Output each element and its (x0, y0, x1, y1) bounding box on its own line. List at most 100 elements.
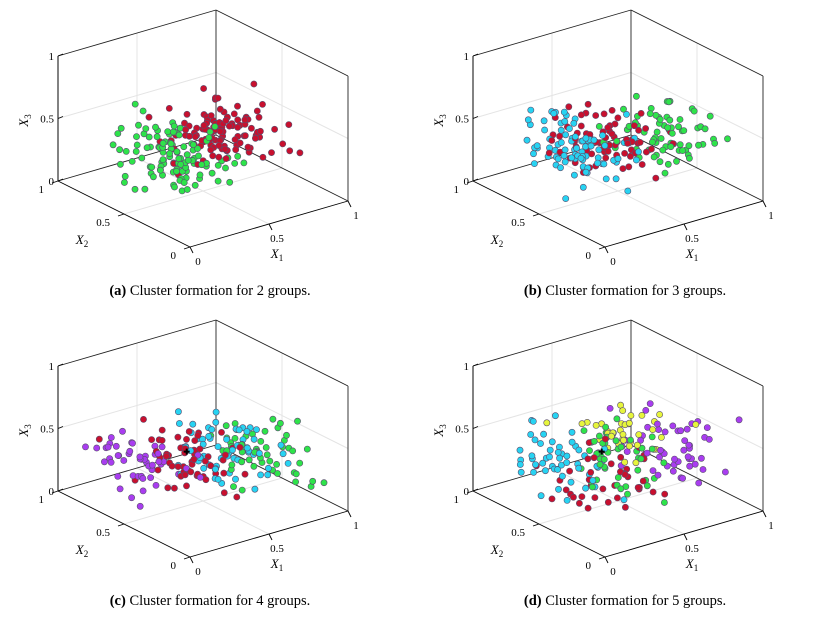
x2-tick (532, 213, 540, 217)
scatter-point (634, 484, 642, 491)
scatter-point (621, 503, 629, 511)
scatter-point (530, 468, 537, 476)
x3-axis-label: X3 (431, 114, 448, 128)
scatter-point (296, 459, 304, 467)
scatter-point (620, 496, 628, 504)
scatter-point (189, 420, 197, 428)
scatter-point (164, 484, 172, 492)
scatter-point (175, 131, 183, 139)
scatter-point (568, 428, 576, 436)
x1-tick-label: 0.5 (270, 543, 284, 555)
scatter-point (626, 152, 634, 160)
scatter-point (279, 450, 287, 458)
x1-tick (604, 246, 609, 254)
scatter-point (608, 107, 616, 114)
scatter-point (602, 423, 609, 431)
x2-tick (51, 180, 59, 184)
scatter-point (537, 492, 545, 500)
box-edge (57, 319, 217, 367)
scatter-point (208, 169, 216, 177)
scatter-point (126, 447, 134, 455)
scatter-point (592, 422, 600, 429)
scatter-point (530, 150, 537, 158)
x2-axis-label: X2 (490, 232, 503, 249)
scatter-point (582, 484, 589, 492)
scatter-point (607, 460, 615, 468)
scatter-point (705, 435, 713, 443)
scatter-point (620, 436, 627, 444)
scatter-point (634, 466, 642, 474)
scatter-point (660, 459, 668, 467)
caption-label: (a) (109, 283, 127, 299)
scatter-point (175, 420, 183, 427)
x1-tick-label: 1 (353, 520, 359, 532)
scatter-point (221, 451, 229, 459)
scatter-point (166, 150, 173, 157)
scatter-point (283, 431, 290, 439)
scatter-point (143, 144, 151, 152)
scatter-point (638, 412, 646, 419)
chart-panel-a: 0 0 0 0.5 0.5 0.5 1 1 1 X1 X2 X3 (a) Cluster format… (10, 0, 410, 300)
scatter-point (546, 453, 553, 461)
x3-tick-label: 1 (464, 361, 470, 373)
scatter-point (558, 472, 566, 480)
x3-tick-label: 0.5 (40, 424, 54, 436)
x3-tick-label: 0 (464, 486, 470, 498)
scatter-point (181, 471, 189, 479)
scatter-point (554, 466, 561, 473)
scatter-point (639, 477, 647, 485)
x3-tick (472, 116, 479, 119)
x3-tick (57, 53, 64, 57)
scatter-point (234, 152, 242, 160)
scatter-point (621, 458, 629, 466)
scatter-point (225, 122, 233, 130)
scatter-point (669, 422, 677, 430)
chart-panel-b: 0 0 0 0.5 0.5 0.5 1 1 1 X1 X2 X3 (b) Cluster format… (425, 0, 825, 300)
scatter-point (660, 499, 668, 506)
x2-tick-label: 0 (586, 560, 592, 572)
scatter-point (668, 129, 676, 137)
scatter-point (540, 117, 548, 125)
scatter-point (575, 499, 583, 507)
scatter-point (274, 470, 281, 477)
scatter-point (619, 407, 627, 414)
x2-tick (598, 556, 606, 560)
scatter-point (234, 123, 242, 131)
scatter-point (194, 432, 202, 439)
scatter-point (158, 436, 166, 444)
scatter-point (238, 458, 246, 466)
scatter-point (679, 474, 686, 482)
scatter3d-plot-a: 0 0 0 0.5 0.5 0.5 1 1 1 X1 X2 X3 (16, 9, 359, 268)
scatter-point (527, 106, 535, 114)
scatter-point (711, 139, 719, 147)
scatter-point (209, 152, 217, 160)
scatter-point (613, 494, 621, 502)
scatter-points (523, 92, 731, 202)
scatter-point (556, 132, 563, 140)
scatter-point (600, 455, 608, 463)
scatter-point (141, 185, 149, 193)
scatter-point (548, 438, 556, 446)
scatter-point (170, 484, 178, 492)
scatter-point (557, 164, 564, 172)
x3-tick (57, 363, 64, 367)
scatter-point (131, 185, 139, 193)
scatter-point (577, 111, 585, 119)
x1-tick-label: 0.5 (685, 543, 699, 555)
scatter-point (706, 112, 714, 120)
scatter-point (653, 420, 661, 428)
x3-tick (472, 363, 479, 367)
scatter-point (623, 111, 630, 118)
scatter-point (690, 107, 698, 115)
x2-tick-label: 1 (39, 494, 45, 506)
scatter-point (128, 157, 136, 165)
scatter-point (656, 453, 663, 461)
scatter-point (222, 422, 230, 430)
caption-text: Cluster formation for 3 groups. (545, 283, 727, 299)
scatter-point (582, 134, 590, 142)
scatter-point (735, 416, 743, 424)
scatter-point (566, 467, 573, 475)
scatter-point (614, 155, 622, 163)
scatter-point (578, 493, 586, 500)
scatter-point (266, 457, 274, 465)
